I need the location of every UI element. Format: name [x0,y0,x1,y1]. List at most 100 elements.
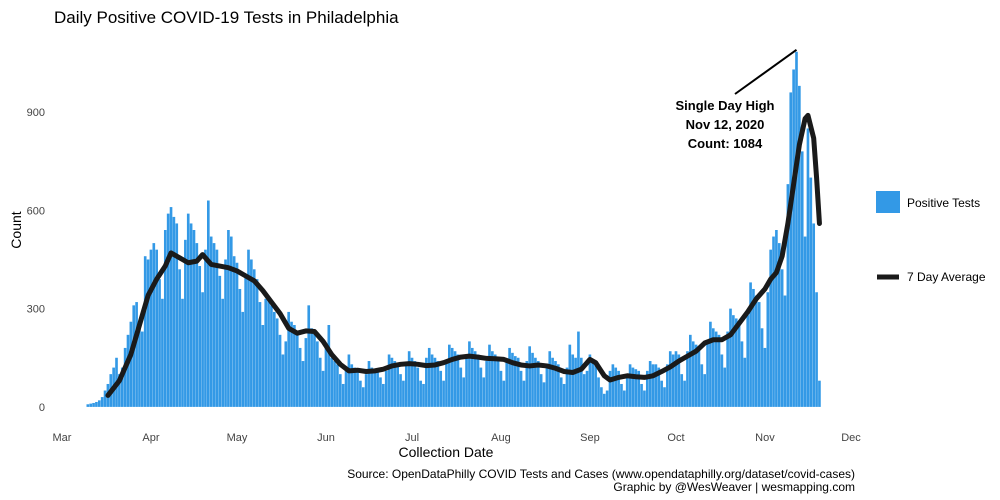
bar-2020-05-29 [316,341,319,407]
bar-2020-08-19 [551,357,554,407]
bar-2020-05-03 [241,311,245,407]
bar-2020-11-01 [763,347,767,407]
bar-2020-07-26 [482,377,486,407]
bar-2020-09-26 [660,380,663,407]
bar-2020-05-21 [293,325,296,407]
bar-2020-10-31 [760,328,764,407]
bar-2020-03-22 [120,367,124,407]
bar-2020-05-07 [252,269,256,407]
bar-2020-07-15 [450,347,454,407]
bar-2020-09-06 [602,393,606,407]
bar-2020-07-04 [419,380,422,407]
bar-2020-03-11 [89,403,93,407]
bar-2020-08-27 [574,357,577,407]
bar-2020-03-14 [97,400,101,407]
bar-2020-10-14 [711,328,715,407]
bar-2020-11-06 [777,243,781,407]
bar-2020-10-24 [740,341,744,407]
legend-label-positive-tests: Positive Tests [907,196,980,210]
y-tick-label: 300 [27,304,45,316]
bar-2020-11-09 [786,184,790,407]
bar-2020-04-01 [149,249,153,407]
bar-2020-04-30 [232,256,236,407]
bar-2020-05-18 [284,341,288,407]
bar-2020-08-11 [528,346,531,407]
bar-2020-09-11 [617,370,620,407]
bar-2020-10-29 [755,295,758,407]
bar-2020-06-13 [359,380,362,407]
bar-2020-05-12 [267,298,270,407]
x-tick-label: Nov [755,432,775,444]
bar-2020-06-14 [361,387,365,407]
bar-2020-11-19 [815,292,818,407]
y-axis-ticks: 0 300 600 900 [27,107,45,414]
bar-2020-09-23 [651,364,655,407]
bar-2020-07-19 [462,377,465,407]
y-tick-label: 600 [27,205,45,217]
bar-2020-07-14 [448,344,451,407]
bar-2020-04-21 [207,200,210,407]
annotation-line-1: Single Day High [676,98,775,113]
bar-2020-05-16 [278,334,282,407]
bar-2020-06-27 [399,374,402,407]
bar-2020-06-09 [347,354,351,407]
bar-2020-09-12 [620,383,623,407]
bar-2020-07-08 [430,354,434,407]
bar-2020-04-11 [178,269,181,407]
bar-2020-11-10 [789,92,793,407]
bar-2020-09-04 [597,377,600,407]
bar-2020-09-28 [666,364,669,407]
bar-2020-08-03 [505,361,509,407]
bar-2020-07-22 [470,347,474,407]
bar-2020-08-31 [585,370,589,407]
bar-2020-10-23 [737,321,741,407]
bar-2020-06-26 [396,364,399,407]
bar-2020-07-07 [427,347,431,407]
bar-2020-05-23 [298,347,302,407]
bar-2020-05-09 [258,302,262,407]
bar-2020-08-08 [519,370,523,407]
annotation-line-3: Count: 1084 [688,136,763,151]
bar-2020-09-29 [668,351,672,407]
legend-label-7-day-average: 7 Day Average [907,270,986,284]
x-tick-label: Aug [491,432,511,444]
bar-2020-09-17 [634,369,638,407]
bar-2020-07-17 [456,354,460,407]
x-tick-label: May [227,432,248,444]
bar-2020-10-22 [734,318,738,407]
bar-2020-06-12 [356,370,359,407]
bar-2020-05-22 [295,331,299,407]
annotation: Single Day High Nov 12, 2020 Count: 1084 [676,48,798,151]
y-axis-label: Count [8,211,24,248]
bar-2020-11-12 [795,51,798,407]
bar-2020-04-29 [229,236,233,407]
average-line-layer [105,112,822,398]
bar-2020-10-12 [706,341,709,407]
bar-2020-05-31 [321,370,325,407]
bar-2020-11-15 [803,236,807,407]
bar-2020-05-25 [304,338,308,407]
bar-2020-04-14 [186,213,190,407]
bar-2020-05-02 [238,288,242,407]
bar-2020-08-05 [511,352,514,407]
bar-2020-11-20 [818,380,821,407]
bar-2020-05-05 [247,249,250,407]
bar-2020-04-12 [181,298,184,407]
bar-2020-09-08 [608,370,612,407]
bar-2020-09-13 [623,390,626,407]
bar-2020-08-04 [508,347,511,407]
bar-2020-10-25 [743,357,747,407]
bar-2020-10-20 [729,308,732,407]
bar-2020-07-16 [453,351,457,407]
bar-2020-07-27 [485,361,488,407]
bar-2020-05-17 [281,354,285,407]
x-tick-label: Dec [841,432,861,444]
bar-2020-05-19 [287,311,290,407]
bar-2020-11-05 [775,230,778,407]
bar-2020-03-27 [135,302,138,407]
bar-2020-09-30 [671,354,675,407]
bar-2020-04-23 [212,243,216,407]
bar-2020-11-16 [806,128,810,407]
bar-2020-10-11 [703,374,706,407]
